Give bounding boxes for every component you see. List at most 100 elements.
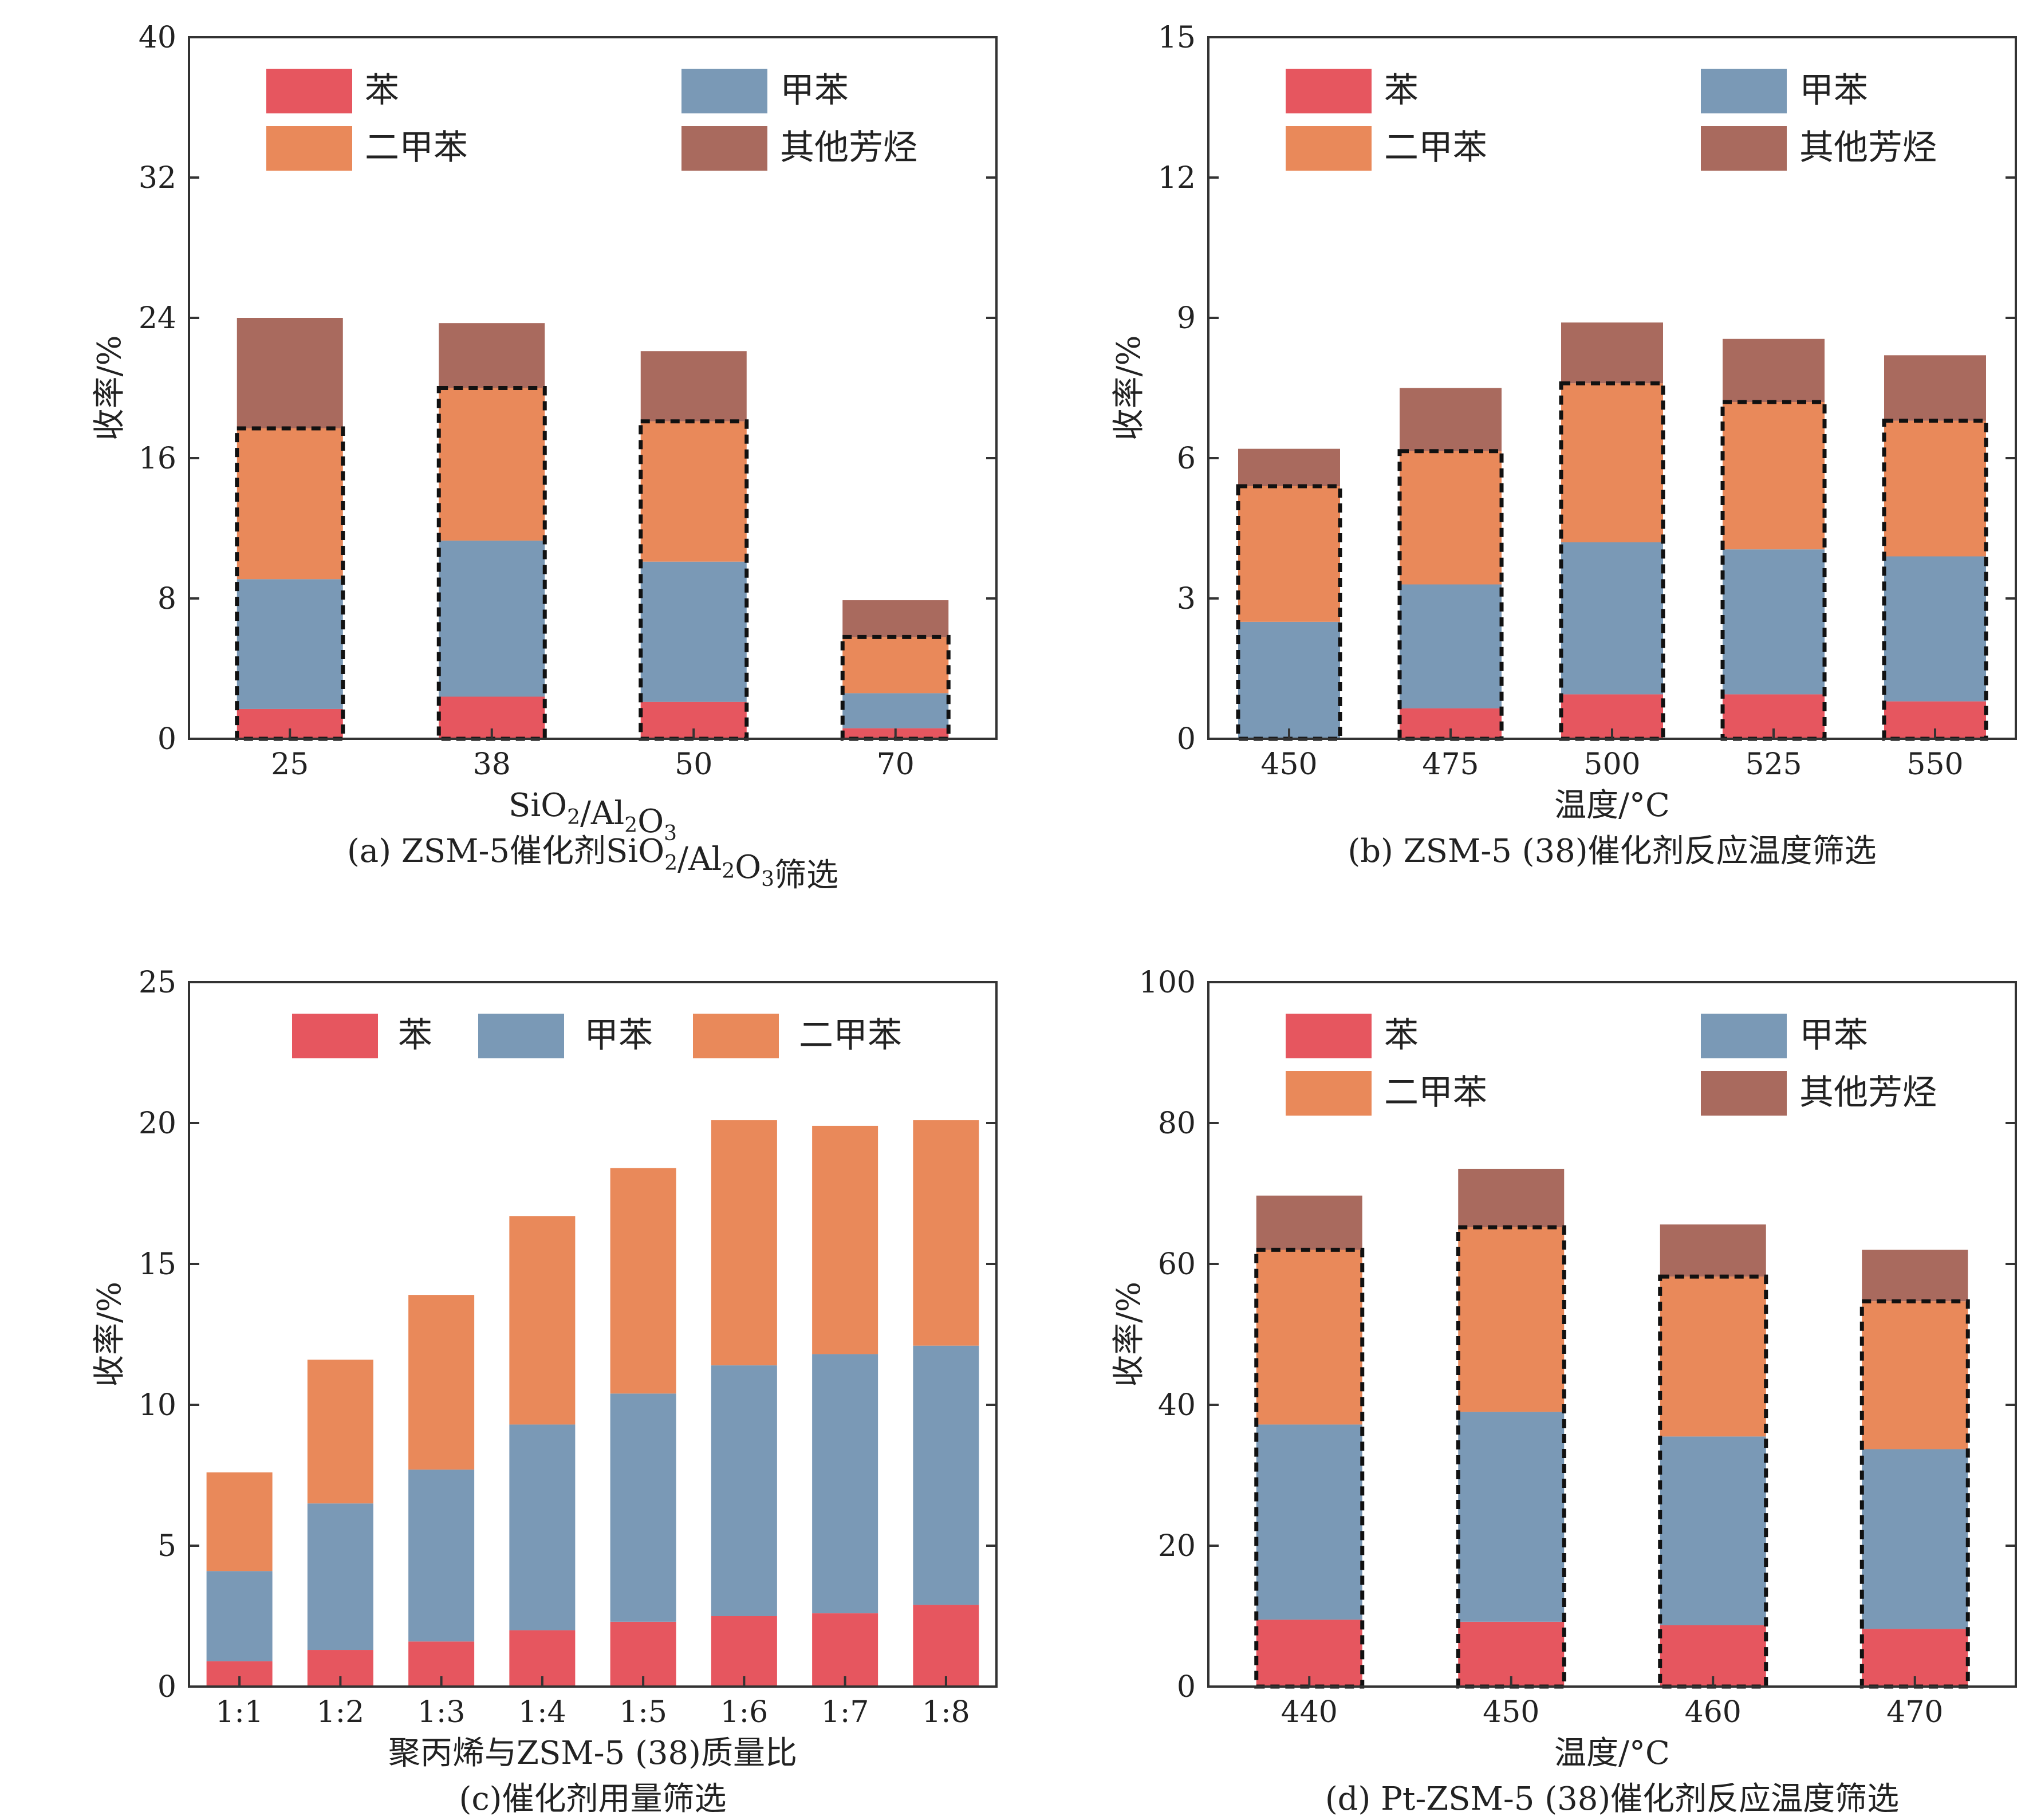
bar-benzene-450 [1458,1621,1565,1687]
legend: 苯 甲苯 二甲苯 [292,1014,902,1058]
y-tick-label: 100 [1139,966,1196,1000]
legend-swatch-xylene [1286,1071,1372,1116]
y-tick-label: 20 [139,1106,176,1141]
legend-swatch-xylene [693,1014,779,1058]
y-tick-label: 3 [1177,582,1196,616]
bar-other-450 [1238,448,1340,486]
bar-xylene-460 [1660,1277,1766,1437]
x-tick-label: 1:2 [317,1695,365,1730]
legend-label-xylene: 二甲苯 [1384,128,1487,168]
plot-frame [188,36,998,740]
bar-other-38 [439,323,545,388]
bar-other-470 [1862,1250,1968,1302]
aromatics-dashed-outline [1720,400,1827,741]
x-tick-label: 1:4 [518,1695,566,1730]
x-tick-label: 1:6 [720,1695,769,1730]
legend-label-benzene: 苯 [1384,70,1419,111]
bar-xylene-450 [1458,1227,1565,1412]
legend-label-benzene: 苯 [365,70,399,111]
bar-benzene-1-8 [913,1605,979,1687]
x-tick-label: 475 [1422,747,1479,782]
legend-label-xylene: 二甲苯 [1384,1073,1487,1113]
legend-swatch-other [681,126,767,171]
figure-caption: (d) Pt-ZSM-5 (38)催化剂反应温度筛选 [1325,1780,1899,1818]
y-tick-label: 40 [1158,1388,1196,1423]
y-tick-label: 15 [139,1247,176,1282]
bar-xylene-50 [640,421,747,562]
bar-toluene-475 [1400,584,1502,708]
x-tick-label: 1:5 [619,1695,667,1730]
y-tick-label: 15 [1158,21,1196,55]
bar-xylene-1-4 [509,1216,576,1425]
chart-panel-d: 0 20 40 60 80 100 440 450 460 470 收率/% 温度/°C (d) Pt-… [1110,966,2017,1818]
y-tick-label: 9 [1177,301,1196,336]
y-tick-label: 32 [139,161,176,195]
bar-xylene-38 [439,388,545,541]
x-tick-label: 38 [473,747,511,782]
x-tick-label: 1:3 [417,1695,466,1730]
x-axis-label: 温度/°C [1554,1735,1670,1772]
legend-label-benzene: 苯 [1384,1015,1419,1055]
x-tick-label: 50 [675,747,712,782]
bar-xylene-470 [1862,1301,1968,1449]
bar-other-50 [640,351,747,421]
legend-swatch-toluene [478,1014,564,1058]
y-tick-label: 6 [1177,442,1196,476]
bar-xylene-1-6 [711,1120,777,1366]
bar-benzene-1-5 [610,1621,676,1687]
plot-frame [188,981,998,1688]
y-tick-label: 12 [1158,161,1196,195]
bar-xylene-440 [1256,1250,1362,1425]
bar-xylene-1-7 [812,1125,878,1354]
legend-swatch-benzene [1286,69,1372,113]
legend-label-xylene: 二甲苯 [365,128,468,168]
bar-toluene-500 [1561,542,1663,695]
x-tick-label: 1:7 [821,1695,869,1730]
y-tick-label: 60 [1158,1247,1196,1282]
x-tick-label: 440 [1281,1695,1338,1730]
bar-other-70 [842,600,949,637]
legend-swatch-other [1701,1071,1787,1116]
x-tick-label: 450 [1483,1695,1539,1730]
bar-xylene-475 [1400,451,1502,585]
y-tick-label: 25 [139,966,176,1000]
x-tick-label: 525 [1745,747,1802,782]
bar-toluene-1-4 [509,1424,576,1630]
y-axis-label: 收率/% [91,335,128,440]
y-tick-label: 10 [139,1388,176,1423]
bar-other-25 [237,318,343,428]
y-axis-label: 收率/% [1110,335,1148,440]
legend-label-other: 其他芳烃 [1799,128,1937,168]
legend-label-other: 其他芳烃 [780,128,917,168]
bar-xylene-1-8 [913,1120,979,1346]
legend-label-toluene: 甲苯 [780,70,849,111]
plot-frame [1207,981,2017,1688]
bar-xylene-1-5 [610,1168,676,1394]
x-axis-label: 温度/°C [1554,787,1670,824]
x-tick-label: 1:1 [215,1695,263,1730]
aromatics-dashed-outline [1882,419,1988,741]
legend-swatch-toluene [681,69,767,113]
bar-toluene-38 [439,540,545,697]
figure-caption: (c)催化剂用量筛选 [459,1780,726,1818]
x-tick-label: 550 [1906,747,1963,782]
y-tick-label: 40 [139,21,176,55]
x-tick-label: 450 [1260,747,1317,782]
bar-toluene-50 [640,561,747,702]
y-tick-label: 0 [157,722,176,757]
bar-other-450 [1458,1168,1565,1228]
bar-xylene-1-2 [307,1360,373,1504]
bar-xylene-1-1 [206,1472,273,1571]
legend-label-toluene: 甲苯 [1799,1015,1868,1055]
bar-toluene-70 [842,693,949,728]
legend-label-benzene: 苯 [398,1015,432,1055]
figure-caption: (a) ZSM-5催化剂SiO2/Al2O3筛选 [347,833,838,894]
chart-panel-c: 0 5 10 15 20 25 1:1 1:2 1:3 1:4 1:5 1:6 1:7 1:8 收率/% 聚丙… [91,966,998,1818]
bar-toluene-1-8 [913,1345,979,1605]
bar-toluene-550 [1884,556,1986,702]
y-tick-label: 0 [1177,1670,1196,1704]
bar-toluene-460 [1660,1436,1766,1625]
